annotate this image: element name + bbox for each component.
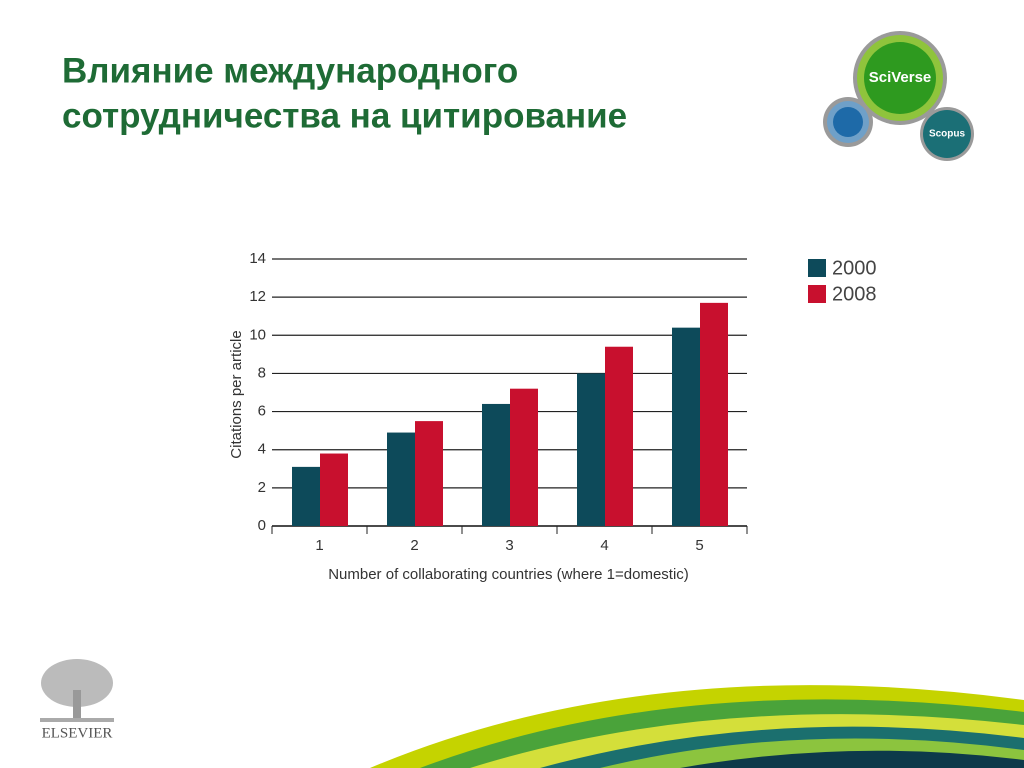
y-tick-label: 4 [258, 441, 266, 458]
x-axis-label: Number of collaborating countries (where… [328, 566, 689, 583]
y-tick-label: 2 [258, 479, 266, 496]
x-tick-label: 1 [315, 537, 323, 554]
legend-label: 2000 [832, 257, 877, 279]
title-line: Влияние международного [62, 51, 518, 90]
bar [577, 373, 605, 526]
bar [510, 388, 538, 526]
x-tick-label: 5 [695, 537, 703, 554]
sciverse-logo: SciVerse Scopus [823, 31, 974, 161]
y-tick-label: 10 [249, 326, 266, 343]
x-tick-label: 3 [505, 537, 513, 554]
x-tick-label: 4 [600, 537, 608, 554]
y-axis-label: Citations per article [228, 330, 245, 458]
x-tick-label: 2 [410, 537, 418, 554]
legend-label: 2008 [832, 283, 877, 305]
logo-text: Scopus [929, 129, 966, 140]
bar [292, 466, 320, 526]
y-tick-label: 12 [249, 288, 266, 305]
bar [482, 403, 510, 526]
bar [415, 421, 443, 526]
y-tick-label: 8 [258, 364, 266, 381]
legend-swatch [808, 259, 826, 277]
y-tick-label: 0 [258, 517, 266, 534]
bar [387, 432, 415, 526]
title-line: сотрудничества на цитирование [62, 96, 627, 135]
logo-text: SciVerse [869, 69, 932, 86]
elsevier-logo: ELSEVIER [40, 659, 114, 741]
legend-swatch [808, 285, 826, 303]
y-tick-label: 14 [249, 250, 266, 267]
bar [320, 453, 348, 526]
swoosh [370, 685, 1024, 768]
logo-text: ELSEVIER [42, 725, 113, 741]
bar [700, 302, 728, 526]
bar [672, 327, 700, 526]
y-tick-label: 6 [258, 403, 266, 420]
bar [605, 346, 633, 526]
